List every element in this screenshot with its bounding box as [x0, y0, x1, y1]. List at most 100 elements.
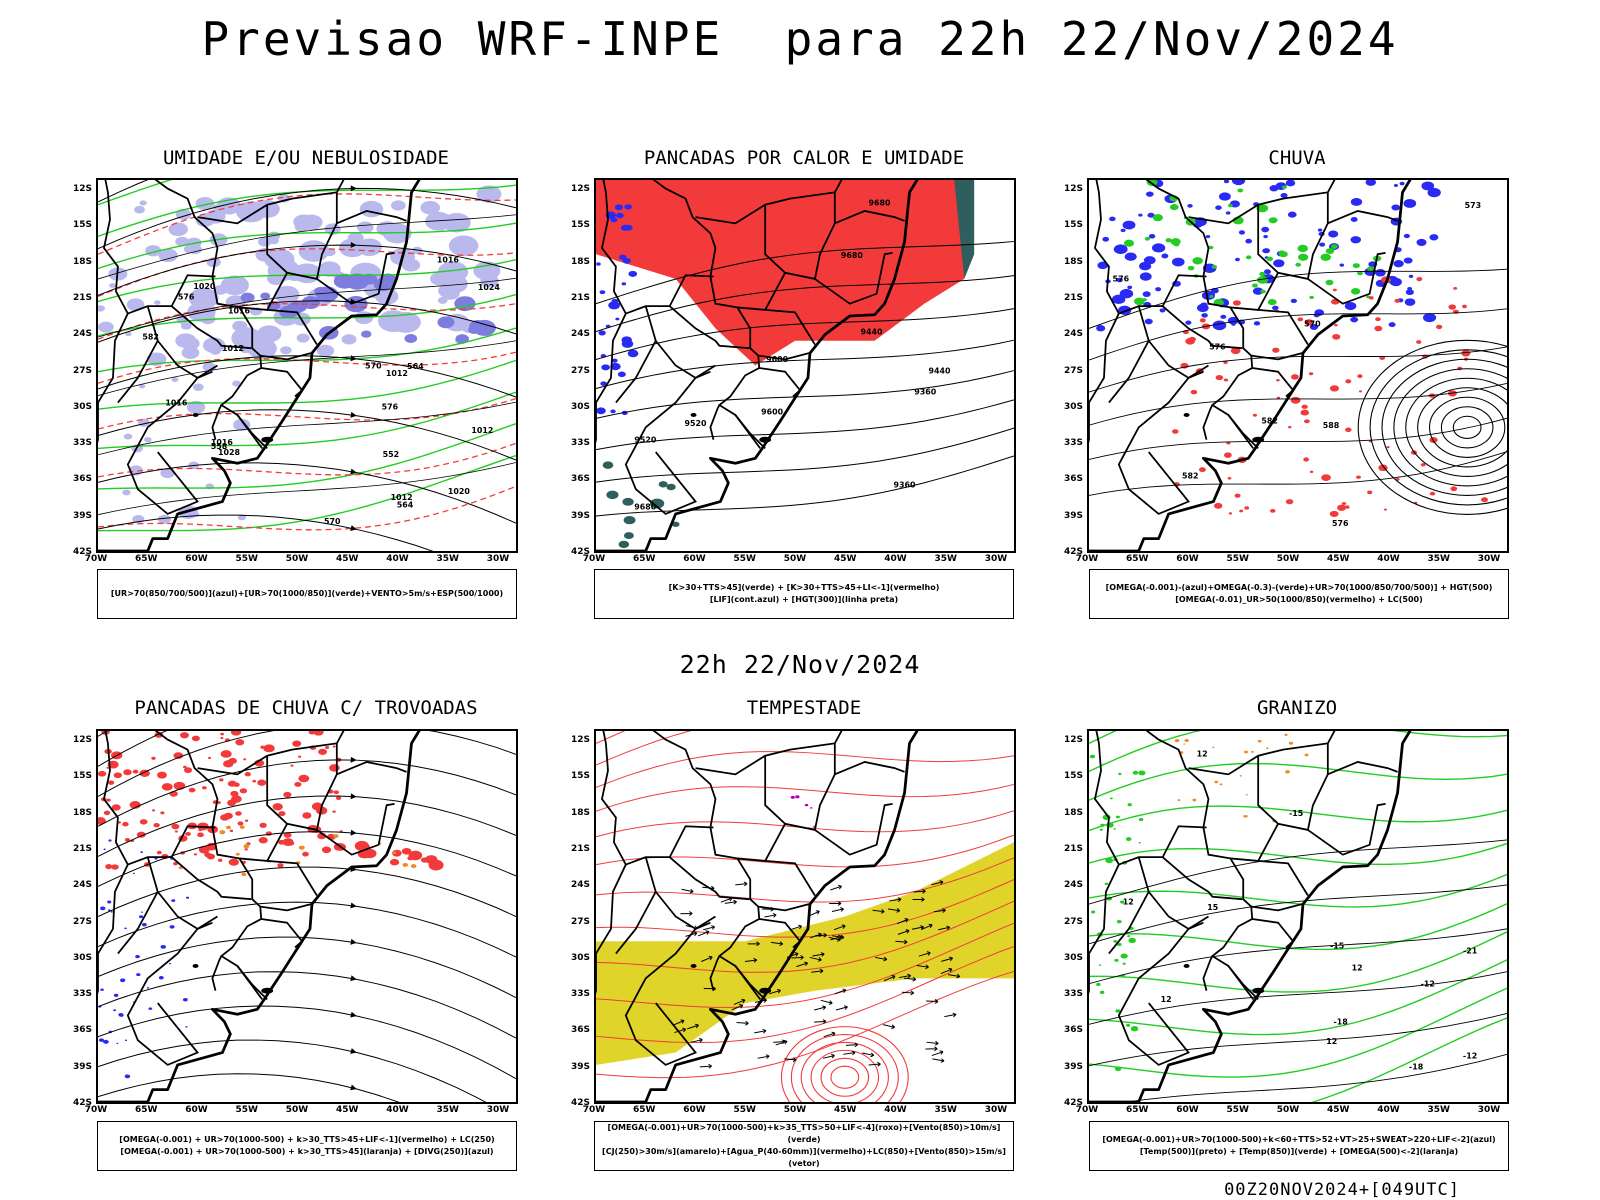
field-blob: [599, 290, 606, 295]
field-blob: [389, 858, 400, 866]
field-blob: [1192, 798, 1197, 802]
field-blob: [160, 944, 167, 949]
field-blob: [123, 769, 132, 776]
contour-label: 9600: [766, 355, 789, 364]
field-blob: [1287, 425, 1292, 429]
lat-tick-label: 36S: [72, 474, 92, 485]
field-blob: [1301, 404, 1308, 409]
field-blob: [259, 822, 267, 828]
field-blob: [401, 847, 412, 855]
wind-vector: [901, 990, 915, 996]
wind-vector: [862, 1052, 875, 1058]
field-blob: [1403, 257, 1413, 264]
contour-label: 570: [365, 361, 382, 370]
storm-orange: [178, 825, 417, 877]
field-blob: [191, 735, 200, 742]
lat-tick-label: 21S: [72, 843, 92, 854]
lon-tick-label: 55W: [1226, 1105, 1249, 1115]
lat-tick-label: 15S: [1063, 220, 1083, 231]
field-blob: [160, 811, 165, 815]
field-blob: [175, 236, 190, 247]
field-blob: [227, 780, 237, 787]
lon-tick-label: 60W: [185, 1105, 208, 1115]
lon-tick-label: 70W: [84, 1105, 108, 1115]
wind-vector: [790, 924, 803, 931]
wind-vector: [932, 1058, 945, 1063]
lagoon-mark: [1252, 987, 1265, 994]
border-line: [236, 414, 268, 450]
contour-label: 582: [1182, 471, 1199, 480]
field-blob: [283, 791, 292, 798]
field-blob: [1256, 204, 1269, 213]
field-blob: [290, 300, 308, 313]
border-line: [1162, 305, 1243, 350]
lon-tick-label: 65W: [1126, 554, 1149, 564]
field-blob: [1303, 457, 1309, 462]
field-blob: [1231, 322, 1236, 326]
field-blob: [627, 349, 639, 358]
lon-tick-label: 45W: [1327, 554, 1350, 564]
field-blob: [290, 764, 294, 767]
field-blob: [615, 212, 624, 219]
lat-tick-label: 18S: [570, 807, 590, 818]
field-blob: [666, 483, 676, 491]
field-blob: [292, 740, 302, 747]
field-blob: [1345, 427, 1352, 433]
field-blob: [1328, 230, 1339, 238]
border-line: [615, 340, 657, 404]
contour-label: 12: [1123, 898, 1134, 907]
contour-label: -15: [1289, 809, 1303, 818]
contour-line: [98, 391, 516, 450]
lat-tick-label: 30S: [1063, 401, 1083, 412]
contour-label: 576: [1113, 275, 1130, 284]
field-blob: [1309, 295, 1314, 300]
contour-label: 9360: [914, 388, 937, 397]
lat-tick-label: 42S: [1063, 1098, 1083, 1108]
map-svg: 1012101210121016101610161016102010201024…: [98, 180, 516, 551]
field-blob: [615, 317, 620, 321]
legend-granizo: [OMEGA(-0.001)+UR>70(1000-500)+k<60+TTS>…: [1089, 1121, 1509, 1171]
border-line: [267, 309, 318, 345]
streamlines-250: [98, 731, 516, 1102]
contour-line: [1089, 928, 1507, 985]
field-blob: [1132, 770, 1139, 775]
lat-tick-label: 18S: [72, 807, 92, 818]
field-blob: [1199, 318, 1206, 323]
lat-tick-label: 27S: [72, 916, 92, 927]
lon-tick-label: 65W: [135, 554, 158, 564]
wind-vector: [680, 911, 693, 916]
field-blob: [333, 790, 339, 795]
contour-labels: 9680 9680 9680 9600 9600 9520 9520 9440 9440 9360…: [634, 198, 951, 511]
lon-tick-label: 30W: [1477, 1105, 1501, 1115]
field-blob: [103, 848, 106, 851]
field-blob: [622, 497, 634, 506]
contour-line: [98, 277, 516, 338]
field-blob: [1320, 253, 1331, 261]
field-blob: [239, 788, 248, 794]
streamline-arrow: [350, 525, 357, 531]
contour-label: 1012: [386, 369, 408, 378]
lat-tick-label: 12S: [72, 184, 92, 194]
wind-vector: [938, 925, 951, 931]
lake-mark: [690, 963, 697, 968]
contour-label: 552: [383, 450, 400, 459]
field-blob: [1232, 300, 1241, 306]
contour-line: [596, 970, 1014, 1079]
field-blob: [1257, 739, 1262, 743]
lagoon-mark: [1252, 436, 1265, 443]
jet-core-area: [596, 842, 1014, 1065]
contour-label: 1024: [478, 283, 501, 292]
coastline: [98, 180, 421, 551]
field-blob: [1261, 226, 1270, 233]
field-blob: [1450, 486, 1458, 492]
border-line: [669, 305, 750, 350]
field-blob: [649, 498, 665, 509]
panel-title-tempestade: TEMPESTADE: [746, 697, 862, 719]
lat-tick-label: 36S: [570, 1025, 590, 1036]
field-blob: [1089, 754, 1096, 759]
contour-line: [596, 879, 1014, 938]
field-blob: [1102, 236, 1110, 242]
border-line: [239, 272, 288, 311]
field-blob: [1427, 187, 1441, 198]
field-blob: [1330, 244, 1338, 249]
